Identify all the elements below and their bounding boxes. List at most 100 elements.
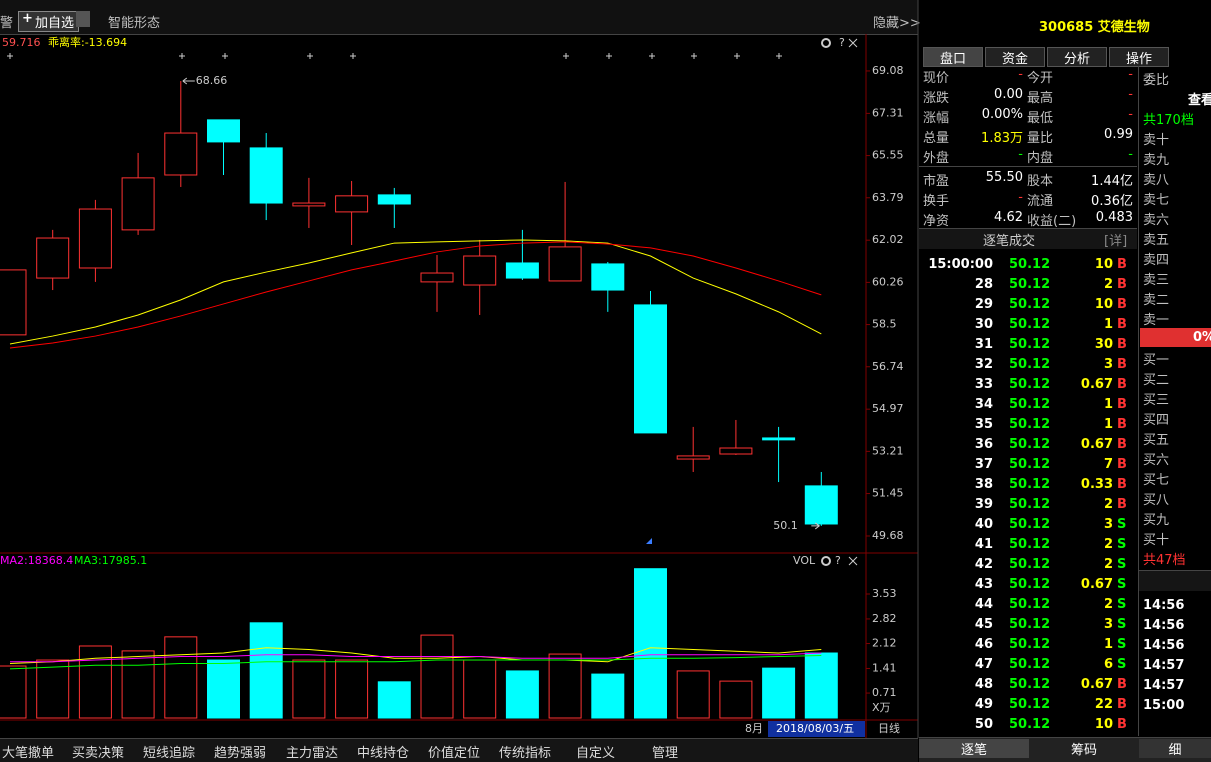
y-tick-label: 65.55 [872, 149, 904, 162]
toolbar-tab[interactable]: 自定义 [576, 746, 616, 761]
trade-volume: 1 [1103, 637, 1113, 652]
chart: 59.716 乖离率:-13.694 ? 69.08 67.31 65.55 63.79 62… [0, 0, 919, 738]
quote-label: 现价 [923, 71, 950, 86]
trade-time: 36 [974, 437, 993, 452]
trade-price: 50.12 [1009, 457, 1051, 472]
quote-value: - [1128, 87, 1133, 102]
candle-body [804, 485, 838, 525]
quote-value: 0.36亿 [1091, 194, 1133, 209]
trade-volume: 0.67 [1080, 377, 1113, 392]
trade-price: 50.12 [1009, 437, 1051, 452]
y-tick-label: 1.41 [872, 661, 897, 674]
panel-tab[interactable]: 逐笔 [919, 739, 1029, 758]
toolbar-tab[interactable]: 管理 [652, 746, 679, 761]
buy-level: 买四 [1143, 413, 1170, 428]
trade-price: 50.12 [1009, 397, 1051, 412]
quote-label: 今开 [1027, 71, 1054, 86]
volume-bar [591, 673, 625, 719]
marker [776, 53, 782, 59]
quote-value: 55.50 [985, 170, 1023, 185]
candle-body [121, 177, 155, 231]
alert[interactable]: 警 [0, 16, 14, 31]
trade-volume: 22 [1094, 697, 1113, 712]
toolbar-tab[interactable]: 趋势强弱 [214, 746, 267, 761]
quote-label: 涨幅 [923, 111, 950, 126]
trade-side: B [1117, 717, 1127, 732]
panel-tab[interactable]: 细 [1139, 739, 1211, 758]
trade-time: 42 [974, 557, 993, 572]
trade-time: 49 [974, 697, 993, 712]
toolbar-tab[interactable]: 价值定位 [428, 746, 481, 761]
settings-icon [821, 556, 831, 566]
tab[interactable]: 操作 [1109, 47, 1169, 67]
toolbar-tab[interactable]: 买卖决策 [72, 746, 125, 761]
volume-bar [634, 568, 667, 719]
toolbar-tab[interactable]: 传统指标 [499, 746, 552, 761]
quote-value: - [1018, 190, 1023, 205]
marker [606, 53, 612, 59]
volume-bar [0, 665, 27, 719]
y-tick-label: 49.68 [872, 529, 904, 542]
candle-body [719, 447, 753, 455]
toolbar-tab[interactable]: 大笔撤单 [2, 746, 55, 761]
trade-volume: 3 [1103, 517, 1113, 532]
book-time: 14:56 [1143, 618, 1185, 633]
buy-level: 买七 [1143, 473, 1170, 488]
tab[interactable]: 资金 [985, 47, 1045, 67]
y-tick-label: 56.74 [872, 360, 904, 373]
toolbar-tab[interactable]: 短线追踪 [143, 746, 196, 761]
quote-label: 最低 [1027, 111, 1054, 126]
panel-tab[interactable]: 筹码 [1029, 739, 1139, 758]
period: 日线 [878, 721, 900, 735]
marker [7, 53, 13, 59]
buy-total: 共47档 [1143, 553, 1186, 568]
sell-level: 卖八 [1143, 173, 1170, 188]
quote-label: 换手 [923, 194, 950, 209]
trade-volume: 0.67 [1080, 437, 1113, 452]
trade-side: S [1117, 557, 1127, 572]
toolbar-tab[interactable]: 中线持仓 [357, 746, 410, 761]
tab[interactable]: 分析 [1047, 47, 1107, 67]
quote-label: 内盘 [1027, 151, 1054, 166]
buy-level: 买一 [1143, 353, 1170, 368]
volume-bar [36, 659, 70, 719]
volume-bar [78, 645, 112, 719]
sell-level: 卖二 [1143, 293, 1170, 308]
trade-time: 31 [974, 337, 993, 352]
trade-price: 50.12 [1009, 717, 1051, 732]
trade-time: 44 [974, 597, 993, 612]
trade-volume: 2 [1103, 597, 1113, 612]
quote-label: 最高 [1027, 91, 1054, 106]
trade-volume: 2 [1103, 537, 1113, 552]
trade-side: S [1117, 637, 1127, 652]
y-tick-label: 0.71 [872, 686, 897, 699]
toolbar-tab[interactable]: 主力雷达 [286, 746, 339, 761]
hide[interactable]: 隐藏>> [873, 16, 921, 31]
sell-level: 卖五 [1143, 233, 1170, 248]
trade-price: 50.12 [1009, 537, 1051, 552]
volume-ma [9, 654, 822, 670]
tab[interactable]: 盘口 [923, 47, 983, 67]
candle-body [420, 272, 454, 283]
trade-time: 46 [974, 637, 993, 652]
trade-side: S [1117, 617, 1127, 632]
volume-bar [505, 670, 539, 719]
pattern[interactable]: 智能形态 [108, 16, 161, 31]
candle-body [463, 255, 497, 286]
book-view[interactable]: 查看 [1188, 93, 1211, 108]
add-button[interactable]: + 加自选 [18, 11, 80, 32]
trade-side: B [1117, 457, 1127, 472]
trade-time: 43 [974, 577, 993, 592]
dropdown[interactable] [76, 11, 90, 27]
candle-body [0, 269, 27, 336]
trade-volume: 2 [1103, 557, 1113, 572]
buy-level: 买八 [1143, 493, 1170, 508]
trades-detail[interactable]: [详] [1104, 234, 1128, 249]
marker [222, 53, 228, 59]
candle-body [762, 437, 796, 441]
sell-level: 卖四 [1143, 253, 1170, 268]
trade-volume: 6 [1103, 657, 1113, 672]
candle-body [591, 263, 625, 291]
trade-volume: 2 [1103, 277, 1113, 292]
trade-volume: 7 [1103, 457, 1113, 472]
